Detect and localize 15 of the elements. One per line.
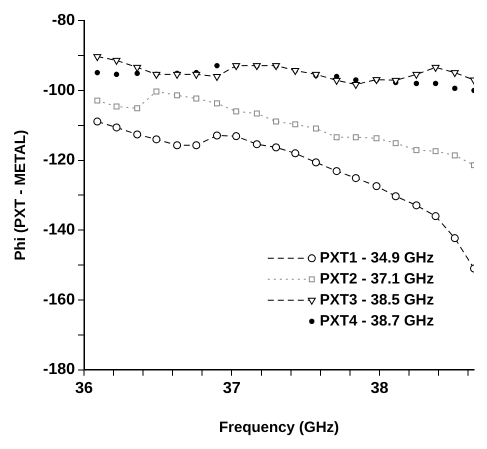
y-tick-label: -180: [42, 361, 76, 378]
legend-label: PXT2 - 37.1 GHz: [320, 270, 434, 288]
legend-label: PXT1 - 34.9 GHz: [320, 249, 434, 266]
x-tick-label: 36: [75, 380, 94, 397]
x-tick-label: 38: [370, 380, 388, 397]
y-tick-label: -100: [42, 82, 76, 99]
x-axis-title: Frequency (GHz): [219, 419, 340, 436]
y-tick-label: -120: [42, 152, 76, 169]
legend-label: PXT4 - 38.7 GHz: [320, 312, 434, 330]
y-axis-title: Phi (PXT - METAL): [12, 130, 30, 260]
legend-label: PXT3 - 38.5 GHz: [320, 291, 434, 308]
y-tick-label: -160: [42, 291, 76, 308]
x-tick-label: 37: [222, 380, 241, 397]
y-tick-label: -140: [42, 222, 76, 239]
y-tick-label: -80: [52, 12, 76, 30]
